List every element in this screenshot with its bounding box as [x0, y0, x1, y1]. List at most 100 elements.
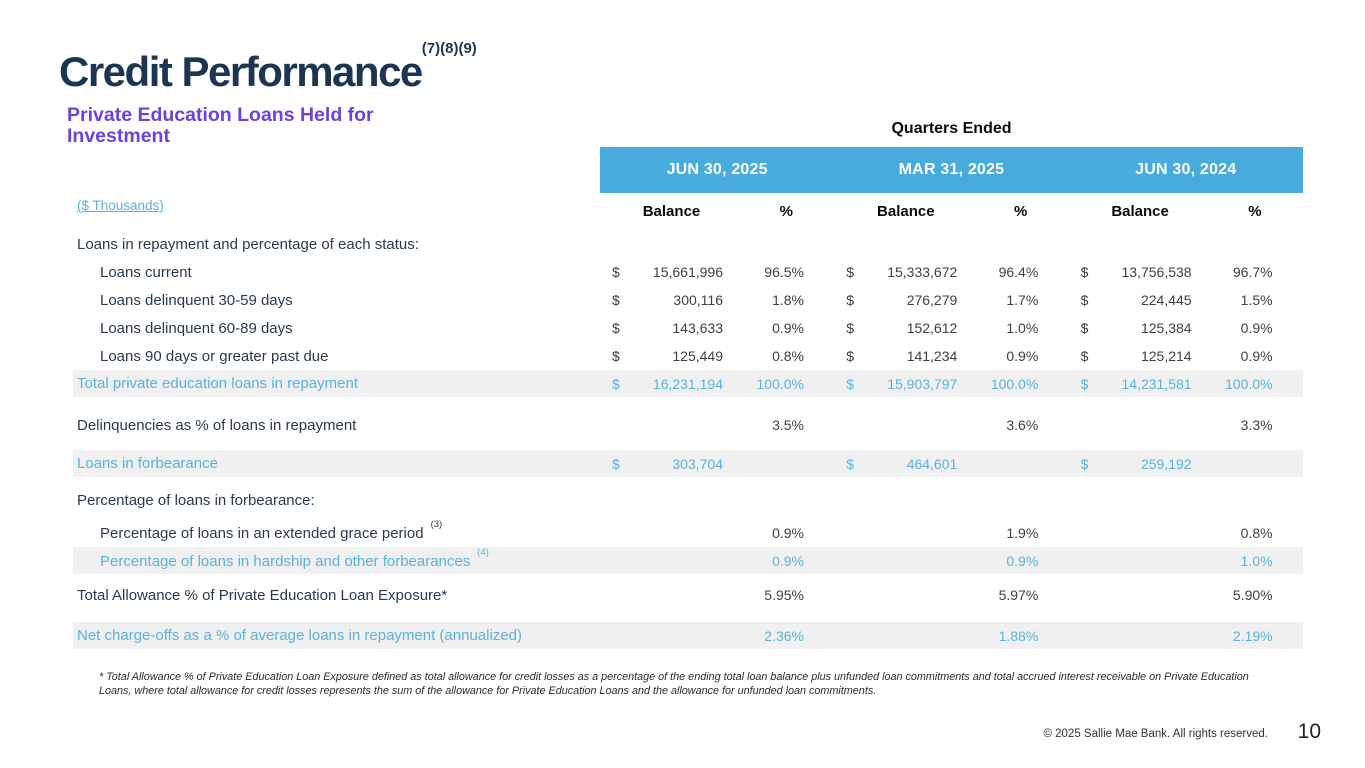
cell-balance: 141,234	[906, 348, 958, 364]
cell-percent: 3.6%	[1006, 417, 1039, 433]
cell-percent: 0.8%	[772, 348, 804, 364]
cell-percent: 3.3%	[1240, 417, 1273, 433]
cell-percent: 96.5%	[764, 264, 804, 280]
row-value-group: $141,234 0.9%	[834, 348, 1068, 364]
page-title: Credit Performance(7)(8)(9)	[59, 40, 477, 96]
cell-balance: 13,756,538	[1121, 264, 1192, 280]
table-row: Loans 90 days or greater past due $125,44…	[73, 342, 1303, 370]
cell-dollar: $	[612, 348, 620, 364]
row-value-group: $143,633 0.9%	[600, 320, 834, 336]
cell-dollar: $	[1080, 292, 1089, 308]
row-value-group: $15,903,797 100.0%	[834, 376, 1068, 392]
row-value-group: $16,231,194 100.0%	[600, 376, 834, 392]
row-label: Percentage of loans in an extended grace…	[100, 519, 443, 542]
cell-dollar: $	[846, 348, 855, 364]
copyright-notice: © 2025 Sallie Mae Bank. All rights reser…	[1043, 728, 1268, 740]
table-row: Loans in repayment and percentage of eac…	[73, 230, 1303, 258]
cell-balance: 16,231,194	[652, 375, 723, 392]
row-label: Loans current	[100, 263, 192, 281]
table-row: Total Allowance % of Private Education L…	[73, 581, 1303, 609]
cell-dollar: $	[846, 320, 855, 336]
table-row: Percentage of loans in an extended grace…	[73, 519, 1303, 547]
row-label: Percentage of loans in forbearance:	[77, 491, 315, 509]
table-row: Loans current $15,661,996 96.5% $15,333,672…	[73, 258, 1303, 286]
table-row: Loans in forbearance $303,704 $464,601 $259…	[73, 450, 1303, 477]
cell-percent: 1.0%	[1240, 552, 1273, 569]
row-value-group: $303,704	[600, 456, 834, 472]
row-value-group: $259,192	[1069, 456, 1303, 472]
row-label: Percentage of loans in hardship and othe…	[100, 546, 489, 570]
table-rows: Loans in repayment and percentage of eac…	[73, 230, 1303, 649]
cell-balance: 259,192	[1140, 455, 1192, 472]
row-value-group: $15,333,672 96.4%	[834, 264, 1068, 280]
row-value-group: $13,756,538 96.7%	[1069, 264, 1303, 280]
table-subheader: Balance % Balance % Balance %	[600, 203, 1303, 227]
cell-percent: 96.4%	[998, 264, 1039, 280]
cell-percent: 1.9%	[1006, 525, 1039, 541]
cell-dollar: $	[1080, 375, 1089, 392]
row-value-group: 0.9%	[600, 525, 834, 541]
row-value-group: 2.36%	[600, 628, 834, 644]
cell-percent: 0.9%	[772, 525, 804, 541]
table-row: Percentage of loans in forbearance:	[73, 486, 1303, 514]
cell-percent: 100.0%	[1225, 375, 1273, 392]
cell-balance: 303,704	[672, 455, 723, 472]
quarters-ended-header: Quarters Ended	[891, 120, 1012, 137]
balance-header: Balance	[877, 203, 935, 220]
row-value-group: 1.9%	[834, 525, 1068, 541]
row-value-group: 3.3%	[1069, 417, 1303, 433]
cell-percent: 100.0%	[990, 375, 1039, 392]
row-value-group: 1.88%	[834, 628, 1068, 644]
row-value-group: $300,116 1.8%	[600, 292, 834, 308]
cell-balance: 152,612	[906, 320, 958, 336]
cell-percent: 5.95%	[764, 587, 804, 603]
row-label: Net charge-offs as a % of average loans …	[77, 627, 522, 644]
cell-percent: 0.9%	[1240, 320, 1273, 336]
cell-percent: 3.5%	[772, 417, 804, 433]
row-value-group: 0.8%	[1069, 525, 1303, 541]
cell-dollar: $	[846, 292, 855, 308]
subheader-group: Balance %	[1069, 203, 1303, 227]
cell-dollar: $	[612, 264, 620, 280]
row-value-group: 5.90%	[1069, 587, 1303, 603]
row-label: Loans delinquent 30-59 days	[100, 291, 293, 309]
cell-balance: 15,333,672	[887, 264, 958, 280]
subheader-group: Balance %	[600, 203, 834, 227]
cell-percent: 1.7%	[1006, 292, 1039, 308]
table-row: Percentage of loans in hardship and othe…	[73, 547, 1303, 574]
cell-percent: 1.0%	[1006, 320, 1039, 336]
cell-dollar: $	[846, 455, 855, 472]
cell-percent: 2.36%	[764, 627, 804, 644]
row-label: Loans 90 days or greater past due	[100, 347, 329, 365]
cell-percent: 96.7%	[1232, 264, 1273, 280]
row-value-group: $464,601	[834, 456, 1068, 472]
cell-percent: 1.8%	[772, 292, 804, 308]
page-title-text: Credit Performance	[59, 48, 423, 95]
cell-percent: 0.9%	[1006, 348, 1039, 364]
row-value-group: 5.95%	[600, 587, 834, 603]
cell-dollar: $	[612, 292, 620, 308]
cell-balance: 15,661,996	[652, 264, 723, 280]
cell-balance: 143,633	[672, 320, 723, 336]
cell-dollar: $	[1080, 455, 1089, 472]
row-label: Loans in repayment and percentage of eac…	[77, 235, 419, 253]
cell-balance: 300,116	[673, 292, 723, 308]
cell-balance: 125,384	[1140, 320, 1192, 336]
cell-percent: 5.90%	[1232, 587, 1273, 603]
title-footnote-refs: (7)(8)(9)	[421, 40, 477, 57]
page-subtitle: Private Education Loans Held for Investm…	[67, 104, 374, 147]
cell-balance: 224,445	[1140, 292, 1192, 308]
table-row: Loans delinquent 30-59 days $300,116 1.8% $…	[73, 286, 1303, 314]
units-label: ($ Thousands)	[77, 198, 164, 213]
cell-percent: 2.19%	[1232, 627, 1273, 644]
cell-percent: 1.5%	[1240, 292, 1273, 308]
row-value-group: $125,214 0.9%	[1069, 348, 1303, 364]
column-header-q2: MAR 31, 2025	[898, 161, 1005, 178]
column-header-q3: JUN 30, 2024	[1135, 161, 1237, 178]
percent-header: %	[779, 203, 793, 220]
cell-percent: 1.88%	[998, 627, 1039, 644]
cell-percent: 0.8%	[1240, 525, 1273, 541]
cell-dollar: $	[612, 455, 620, 472]
table-row: Loans delinquent 60-89 days $143,633 0.9% $…	[73, 314, 1303, 342]
row-value-group: $224,445 1.5%	[1069, 292, 1303, 308]
